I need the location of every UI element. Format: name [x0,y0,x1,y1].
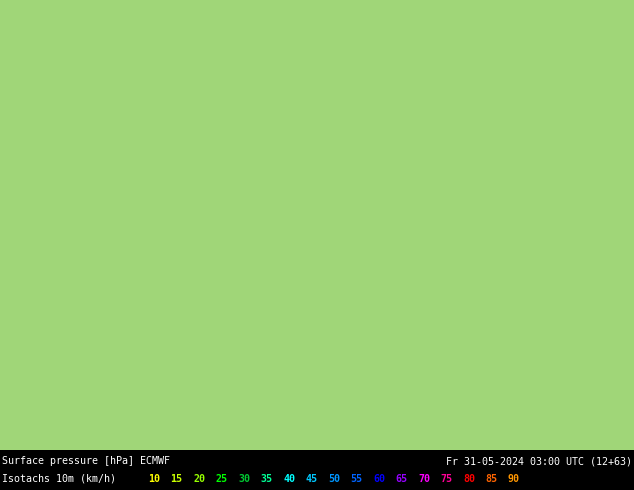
Text: 35: 35 [261,474,273,484]
Text: 20: 20 [193,474,205,484]
Text: 30: 30 [238,474,250,484]
Text: 70: 70 [418,474,430,484]
Text: Surface pressure [hPa] ECMWF: Surface pressure [hPa] ECMWF [2,456,170,466]
Text: 15: 15 [171,474,183,484]
Text: 25: 25 [216,474,228,484]
Text: Isotachs 10m (km/h): Isotachs 10m (km/h) [2,474,116,484]
Text: 80: 80 [463,474,475,484]
Text: 90: 90 [508,474,520,484]
Text: 60: 60 [373,474,385,484]
Text: 85: 85 [486,474,498,484]
Text: 40: 40 [283,474,295,484]
Text: 50: 50 [328,474,340,484]
Text: 75: 75 [441,474,453,484]
Text: Fr 31-05-2024 03:00 UTC (12+63): Fr 31-05-2024 03:00 UTC (12+63) [446,456,632,466]
Text: 55: 55 [351,474,363,484]
Text: 10: 10 [148,474,160,484]
Text: 65: 65 [396,474,408,484]
Text: 45: 45 [306,474,318,484]
